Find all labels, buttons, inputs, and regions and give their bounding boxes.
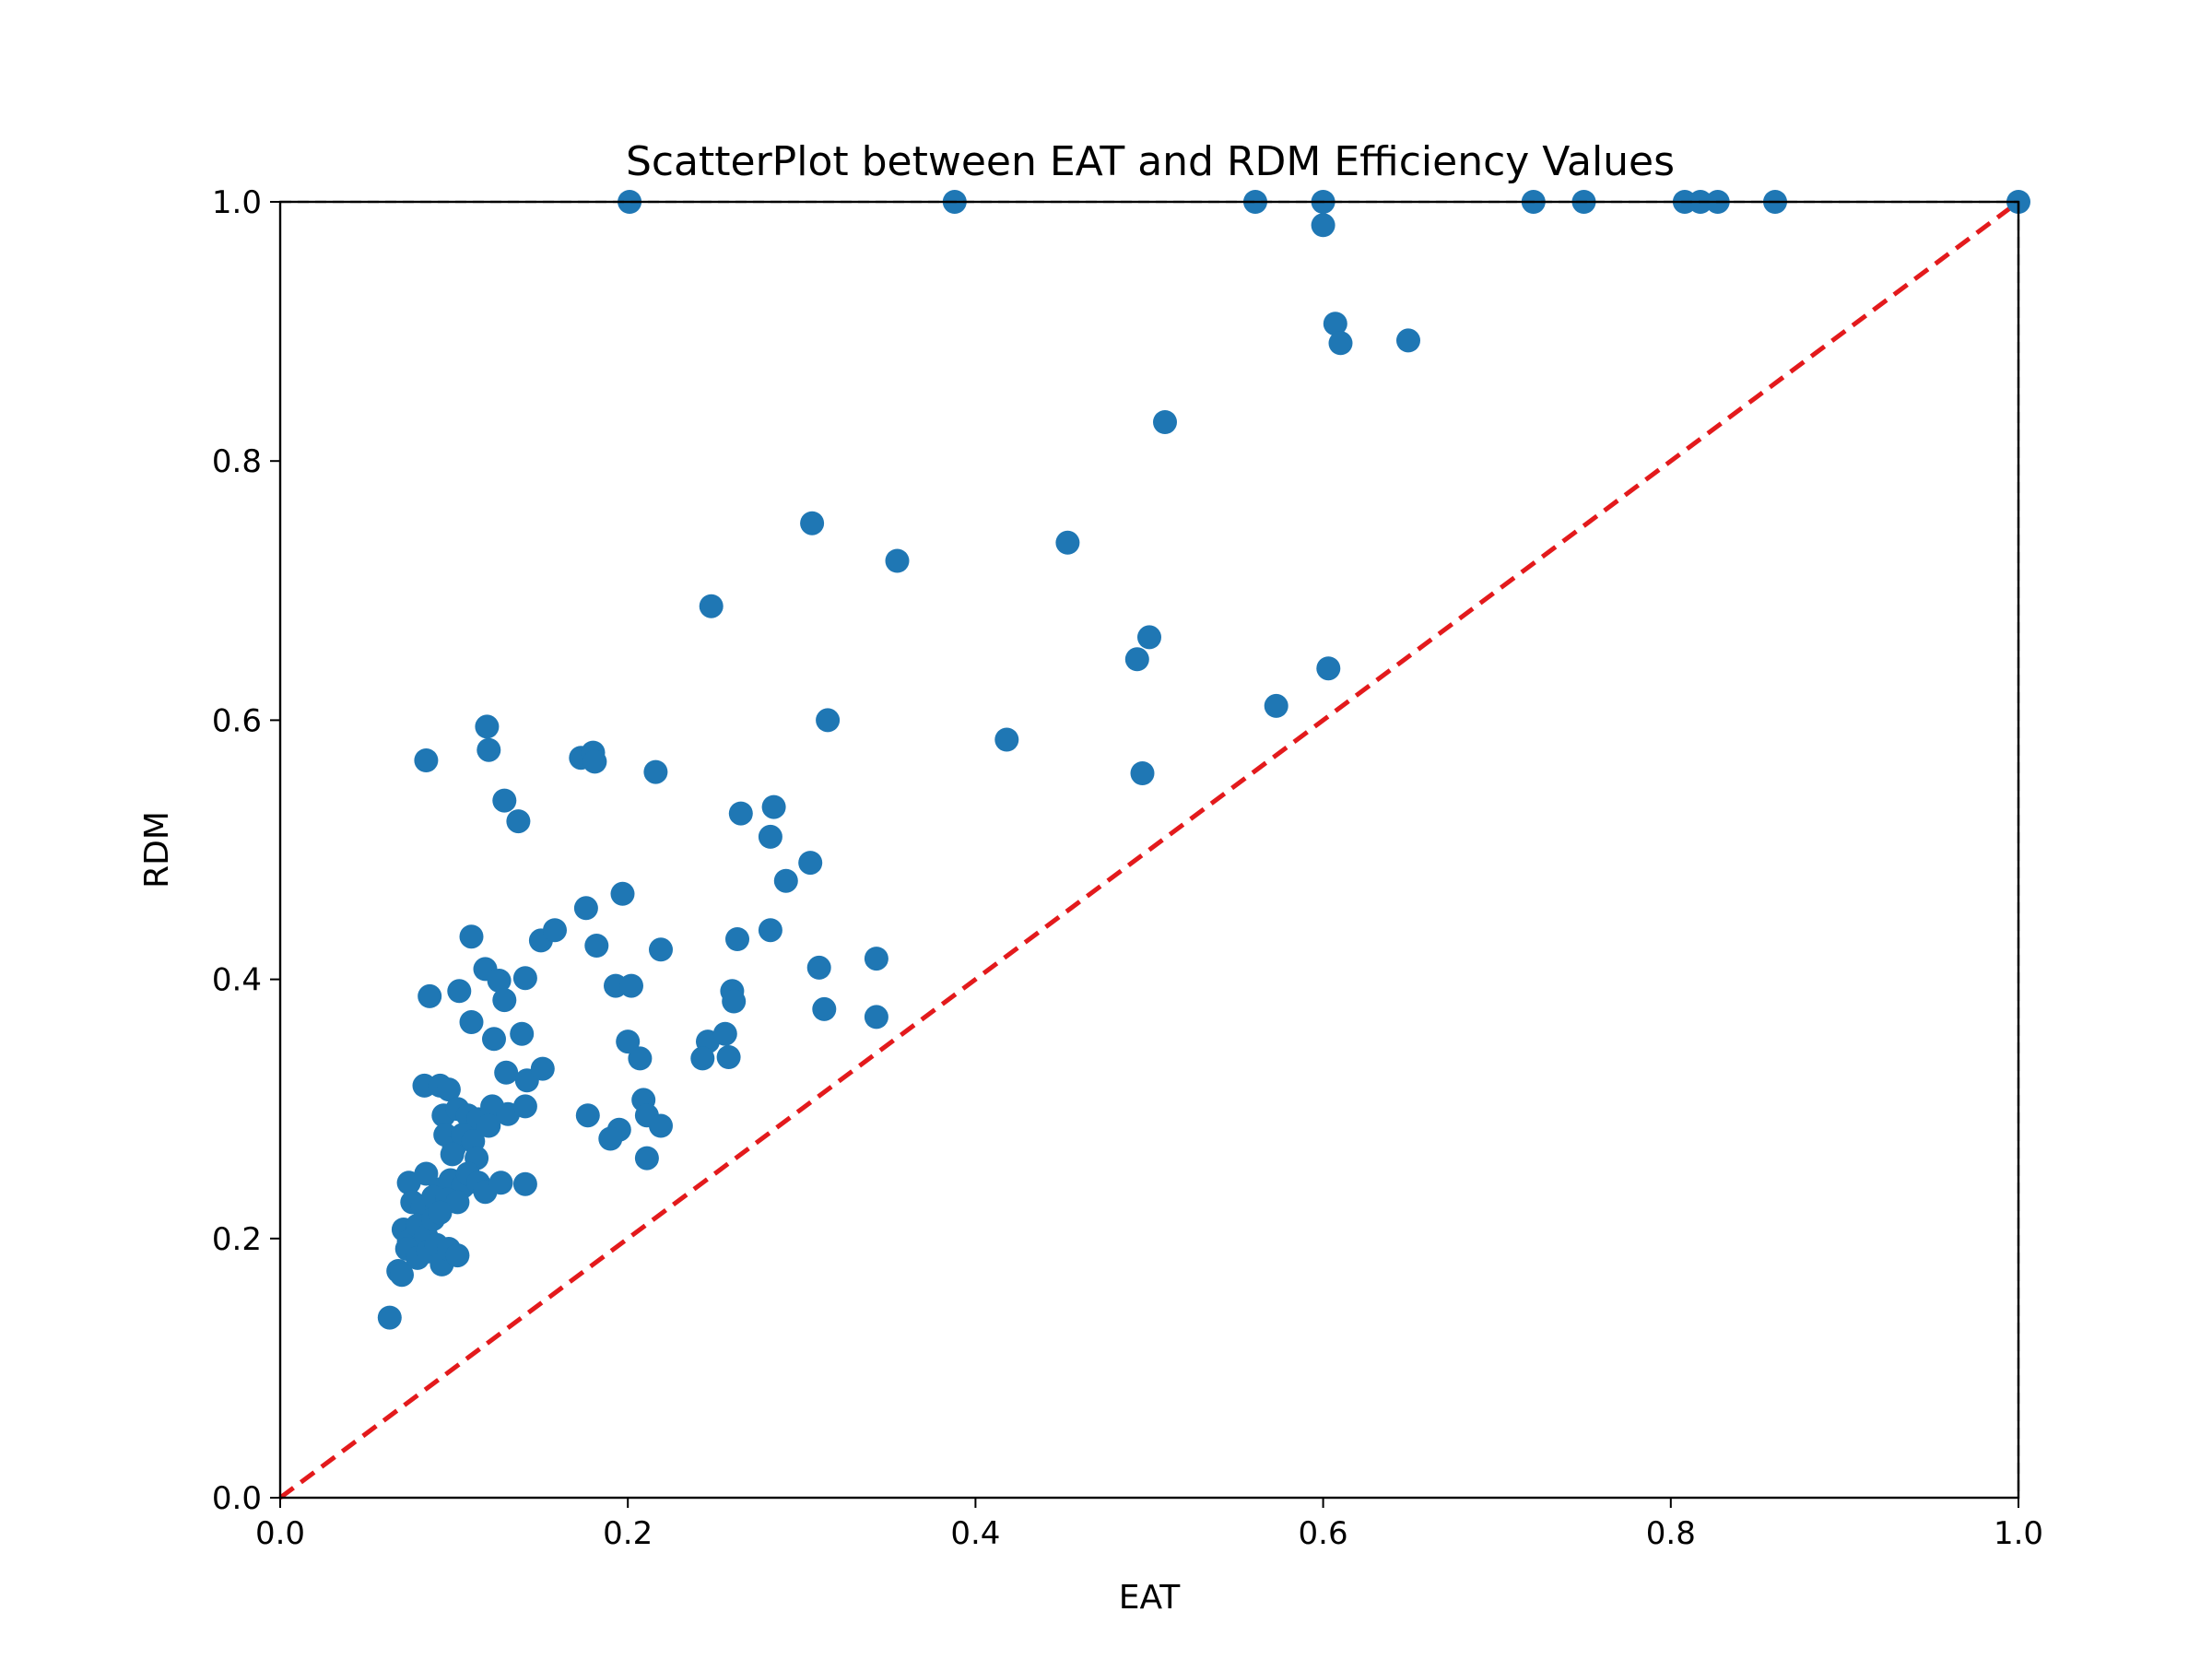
data-point	[492, 988, 517, 1013]
data-point	[619, 973, 643, 998]
data-point	[1055, 530, 1080, 555]
data-point	[699, 594, 724, 618]
reference-line	[278, 199, 2020, 1500]
data-point	[482, 1027, 506, 1052]
data-point	[598, 1126, 623, 1151]
data-point	[634, 1146, 659, 1171]
data-point	[512, 1171, 537, 1196]
data-point	[798, 851, 823, 876]
data-point	[1396, 328, 1420, 353]
data-point	[487, 969, 512, 993]
data-point	[445, 1190, 470, 1215]
data-point	[812, 996, 837, 1021]
data-point	[510, 1021, 535, 1046]
data-point	[885, 548, 910, 573]
data-point	[690, 1046, 715, 1071]
x-tick-label: 0.4	[950, 1515, 1000, 1552]
data-point	[390, 1263, 414, 1288]
chart-title: ScatterPlot between EAT and RDM Efficien…	[626, 138, 1675, 185]
x-tick-label: 0.8	[1646, 1515, 1696, 1552]
data-point	[806, 955, 831, 980]
y-tick-label: 0.6	[212, 702, 262, 739]
data-point	[506, 809, 531, 834]
data-point	[575, 1103, 600, 1128]
data-point	[616, 1030, 641, 1054]
data-point	[1153, 410, 1177, 434]
data-point	[725, 927, 749, 951]
data-point	[1264, 693, 1288, 718]
data-point	[477, 1113, 501, 1138]
data-point	[436, 1077, 461, 1102]
data-point	[649, 1113, 673, 1138]
data-point	[610, 881, 635, 906]
data-point	[712, 1021, 737, 1046]
y-tick-label: 0.8	[212, 443, 262, 480]
data-point	[761, 794, 786, 819]
data-point	[758, 918, 782, 943]
data-point	[758, 824, 782, 849]
data-point	[414, 1161, 439, 1186]
data-point	[573, 896, 598, 921]
data-point	[440, 1142, 465, 1167]
y-tick-label: 0.4	[212, 962, 262, 999]
y-axis-label: RDM	[138, 811, 176, 888]
data-point	[728, 801, 753, 826]
data-point	[475, 714, 500, 739]
data-point	[864, 947, 888, 971]
x-tick-label: 0.0	[255, 1515, 305, 1552]
data-point	[800, 511, 825, 535]
x-tick-label: 0.6	[1299, 1515, 1348, 1552]
data-point	[643, 759, 668, 784]
data-point	[447, 979, 472, 1004]
y-tick-label: 0.2	[212, 1221, 262, 1258]
data-point	[530, 1056, 555, 1081]
data-point	[445, 1243, 470, 1268]
data-point	[773, 868, 798, 893]
y-tick-label: 1.0	[212, 184, 262, 221]
data-point	[512, 1094, 537, 1119]
x-tick-label: 0.2	[603, 1515, 653, 1552]
data-point	[418, 983, 442, 1008]
x-axis-label: EAT	[1119, 1579, 1182, 1617]
data-point	[716, 1045, 741, 1069]
data-point	[459, 924, 484, 949]
y-tick-label: 0.0	[212, 1480, 262, 1517]
data-point	[477, 737, 501, 762]
data-point	[512, 966, 537, 991]
x-tick-label: 1.0	[1994, 1515, 2043, 1552]
data-point	[543, 918, 567, 943]
data-point	[1323, 312, 1347, 336]
data-point	[816, 708, 841, 733]
data-point	[649, 937, 673, 962]
data-point	[864, 1005, 888, 1030]
data-point	[377, 1305, 402, 1330]
reference-layer	[278, 199, 2020, 1500]
data-point	[428, 1200, 453, 1225]
data-point	[1311, 213, 1335, 238]
points-layer	[377, 190, 2030, 1330]
data-point	[994, 727, 1019, 752]
data-point	[628, 1046, 653, 1071]
data-point	[492, 788, 517, 813]
data-point	[1328, 331, 1353, 356]
ticks-layer: 0.0 0.2 0.4 0.6 0.8 1.0 0.0 0.2 0.4 0.6 0.8 1.0	[212, 184, 2043, 1552]
data-point	[584, 934, 609, 958]
data-point	[1316, 656, 1341, 681]
data-point	[1130, 761, 1155, 785]
data-point	[414, 748, 439, 772]
data-point	[722, 989, 747, 1014]
data-point	[488, 1171, 513, 1195]
data-point	[459, 1010, 484, 1034]
data-point	[1124, 647, 1149, 672]
data-point	[1137, 625, 1161, 650]
data-point	[494, 1060, 519, 1085]
data-point	[582, 749, 607, 774]
